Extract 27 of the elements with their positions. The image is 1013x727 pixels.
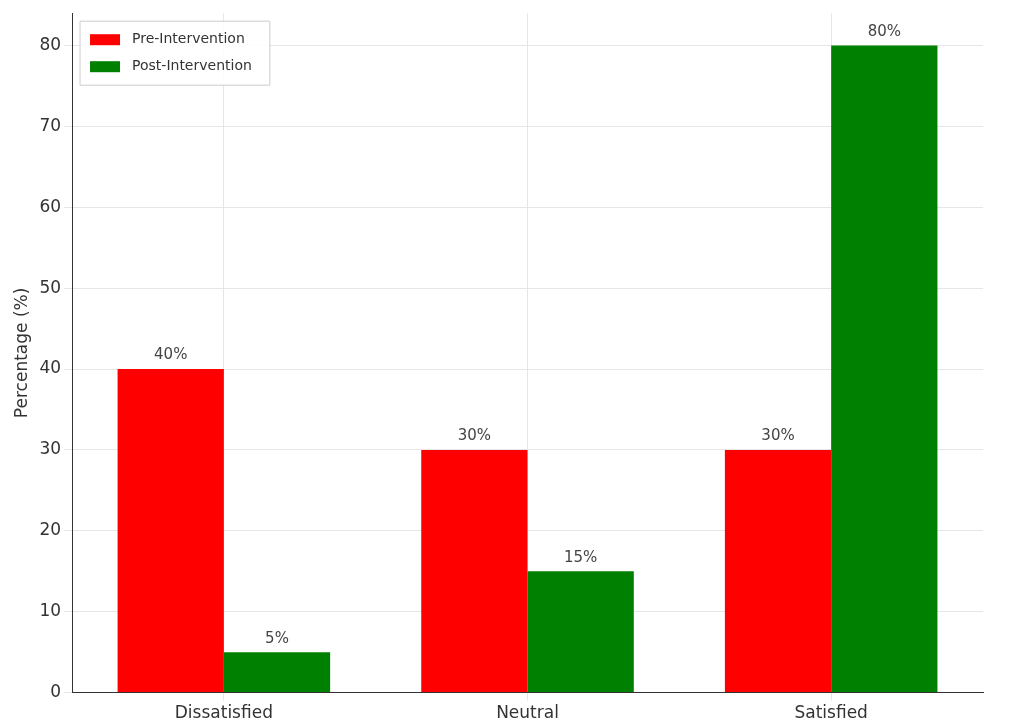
x-tick-label: Satisfied bbox=[794, 702, 868, 723]
bar bbox=[117, 369, 224, 693]
bar bbox=[831, 45, 938, 693]
y-axis-title: Percentage (%) bbox=[10, 287, 31, 419]
data-label: 15% bbox=[563, 547, 598, 566]
y-tick-label: 40 bbox=[39, 357, 62, 378]
bar bbox=[223, 652, 331, 693]
y-tick-label: 20 bbox=[39, 519, 62, 540]
data-label: 40% bbox=[154, 345, 188, 364]
data-label: 30% bbox=[761, 426, 795, 445]
y-tick-label: 50 bbox=[39, 276, 62, 297]
legend-label: Post-Intervention bbox=[132, 56, 252, 73]
y-tick-label: 30 bbox=[39, 438, 62, 459]
y-tick-label: 70 bbox=[39, 114, 62, 135]
y-tick-label: 10 bbox=[39, 600, 62, 621]
bar bbox=[421, 449, 528, 693]
x-tick-label: Neutral bbox=[496, 702, 559, 723]
legend-label: Pre-Intervention bbox=[132, 29, 245, 46]
y-tick-label: 80 bbox=[39, 33, 62, 54]
data-label: 30% bbox=[457, 426, 492, 445]
y-tick-label: 60 bbox=[39, 195, 62, 216]
bar bbox=[527, 571, 634, 693]
bar bbox=[724, 449, 832, 693]
data-label: 80% bbox=[867, 21, 901, 40]
data-label: 5% bbox=[265, 628, 289, 647]
x-tick-label: Dissatisfied bbox=[174, 702, 273, 723]
y-tick-label: 0 bbox=[50, 681, 62, 702]
